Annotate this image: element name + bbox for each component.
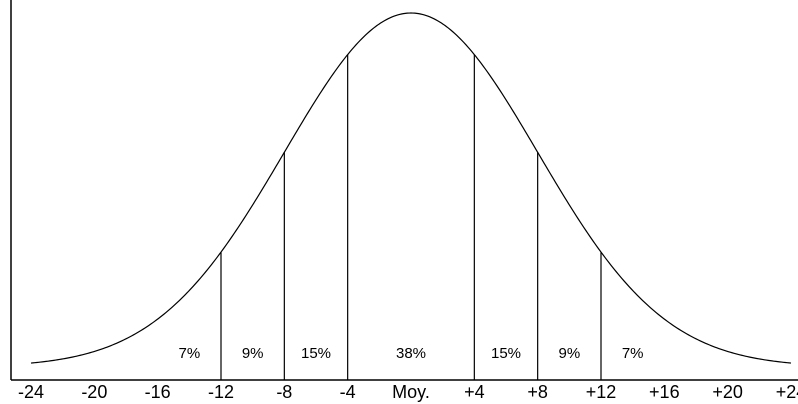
region-percent-label: 38% <box>396 345 426 362</box>
x-tick-label: -8 <box>276 382 292 402</box>
x-tick-label: +16 <box>649 382 680 402</box>
x-tick-label: Moy. <box>392 382 430 402</box>
x-tick-label: +12 <box>586 382 617 402</box>
x-tick-label: +24 <box>776 382 798 402</box>
region-percent-label: 7% <box>178 345 200 362</box>
x-tick-label: -4 <box>340 382 356 402</box>
region-percent-label: 15% <box>301 345 331 362</box>
x-tick-label: -16 <box>145 382 171 402</box>
region-percent-label: 9% <box>242 345 264 362</box>
region-percent-label: 15% <box>491 345 521 362</box>
region-percent-label: 9% <box>558 345 580 362</box>
tick-label-group: -24 -20 -16 -12 -8 -4 Moy. +4 +8 +12 +16 +20 +24 <box>18 382 798 402</box>
region-percent-label: 7% <box>622 345 644 362</box>
divider-group <box>220 54 602 380</box>
x-tick-label: +4 <box>464 382 485 402</box>
x-tick-label: -12 <box>208 382 234 402</box>
x-tick-label: -20 <box>81 382 107 402</box>
x-tick-label: +8 <box>527 382 548 402</box>
x-tick-label: +20 <box>712 382 743 402</box>
percentage-label-group: 7% 9% 15% 38% 15% 9% 7% <box>178 345 643 362</box>
bell-curve <box>30 12 792 364</box>
x-tick-label: -24 <box>18 382 44 402</box>
